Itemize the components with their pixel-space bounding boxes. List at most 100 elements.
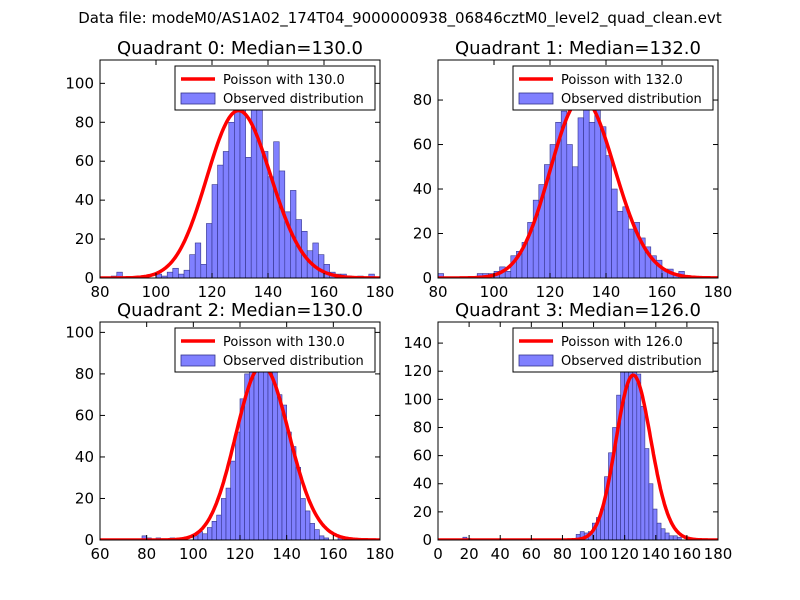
- histogram-bar: [368, 273, 375, 278]
- histogram-bar: [234, 92, 241, 278]
- x-tick-label: 140: [592, 283, 621, 301]
- x-tick-label: 140: [254, 283, 283, 301]
- y-tick-label: 20: [75, 489, 94, 507]
- y-tick-label: 40: [413, 180, 432, 198]
- axes-frame: [99, 59, 381, 279]
- y-tick-label: 0: [84, 269, 94, 287]
- histogram-bar: [305, 510, 311, 540]
- legend: Poisson with 130.0 Observed distribution: [174, 65, 376, 111]
- y-tick-label: 40: [413, 475, 432, 493]
- histogram-bar: [230, 460, 236, 540]
- y-tick-label: 40: [75, 191, 94, 209]
- histogram-bar: [256, 83, 263, 278]
- histogram-bar: [660, 528, 666, 540]
- histogram-bar: [194, 242, 202, 278]
- y-tick-label: 0: [422, 269, 432, 287]
- histogram-bar: [211, 184, 218, 278]
- chart-panel-3: 0 20 40 60 80 100 120 140 160 1800204060801001201…: [403, 300, 732, 563]
- y-tick-label: 100: [65, 74, 94, 92]
- histogram-bar: [312, 242, 319, 278]
- histogram-bar: [656, 522, 662, 540]
- histogram-bar: [262, 151, 269, 278]
- x-tick-label: 100: [142, 283, 171, 301]
- x-tick-label: 100: [579, 545, 608, 563]
- histogram-bar: [300, 498, 306, 540]
- chart-panel-0: 80 100 120 140 160 180 0 20 40 60 80 100 Quadrant 0:…: [65, 38, 394, 301]
- chart-title: Quadrant 0: Median=130.0: [117, 38, 363, 59]
- y-tick-label: 100: [65, 323, 94, 341]
- histogram-bar: [622, 206, 629, 278]
- x-tick-label: 160: [673, 545, 702, 563]
- x-tick-label: 80: [428, 283, 447, 301]
- y-tick-label: 80: [413, 418, 432, 436]
- x-tick-label: 80: [90, 283, 109, 301]
- histogram-bar: [600, 126, 607, 278]
- legend-label-observed: Observed distribution: [561, 354, 702, 369]
- histogram-bar: [172, 267, 179, 278]
- y-tick-label: 60: [75, 406, 94, 424]
- histogram-bar: [286, 431, 292, 540]
- histogram-bar: [668, 535, 674, 540]
- poisson-curve: [438, 373, 718, 540]
- histogram-bar: [504, 271, 512, 278]
- y-tick-label: 60: [413, 136, 432, 154]
- y-tick-label: 80: [75, 365, 94, 383]
- histogram-bar: [245, 157, 252, 278]
- legend-label-observed: Observed distribution: [561, 92, 702, 107]
- x-tick-label: 20: [460, 545, 479, 563]
- histogram-bar: [314, 529, 320, 540]
- histogram-bar: [577, 117, 584, 278]
- histogram-bar: [628, 228, 635, 278]
- y-tick-label: 0: [422, 531, 432, 549]
- y-tick-label: 120: [403, 362, 432, 380]
- y-tick-label: 100: [403, 390, 432, 408]
- histogram-bar: [566, 144, 573, 278]
- histogram-bar: [611, 188, 618, 278]
- legend: Poisson with 126.0 Observed distribution: [512, 327, 714, 373]
- histogram-bar: [225, 487, 231, 540]
- x-tick-label: 140: [641, 545, 670, 563]
- histogram-bar: [216, 514, 222, 540]
- histogram-bar: [228, 121, 235, 278]
- histogram-bar: [572, 166, 579, 278]
- x-tick-label: 160: [648, 283, 677, 301]
- figure-suptitle: Data file: modeM0/AS1A02_174T04_90000009…: [78, 9, 722, 28]
- histogram-bar: [189, 254, 196, 278]
- histogram-bar: [217, 164, 224, 278]
- histogram-bar: [207, 527, 213, 540]
- x-tick-label: 60: [90, 545, 109, 563]
- y-tick-label: 80: [413, 91, 432, 109]
- chart-title: Quadrant 3: Median=126.0: [455, 300, 701, 321]
- x-tick-label: 60: [522, 545, 541, 563]
- plot-area: [438, 338, 718, 540]
- histogram-bar: [211, 521, 217, 540]
- legend-label-poisson: Poisson with 126.0: [561, 335, 683, 350]
- x-tick-label: 100: [179, 545, 208, 563]
- histogram-bar: [222, 151, 230, 278]
- histogram-bar: [200, 264, 207, 278]
- histogram-bar: [166, 271, 174, 278]
- legend-label-poisson: Poisson with 130.0: [223, 335, 345, 350]
- histogram-bar: [221, 498, 227, 540]
- legend: Poisson with 130.0 Observed distribution: [174, 327, 376, 373]
- x-tick-label: 80: [553, 545, 572, 563]
- histogram-bar: [616, 210, 624, 278]
- y-tick-label: 60: [413, 447, 432, 465]
- chart-panel-2: 60 80 100 120 140 160 180 0 20 40 60 80 100 Quadrant …: [65, 300, 394, 563]
- histogram-bar: [277, 394, 283, 540]
- histogram-bar: [323, 537, 329, 540]
- chart-title: Quadrant 2: Median=130.0: [117, 300, 363, 321]
- legend-bar-swatch: [518, 354, 554, 367]
- y-tick-label: 140: [403, 334, 432, 352]
- histogram-bar: [438, 273, 444, 278]
- axes-frame: [437, 321, 719, 541]
- histogram-bar: [644, 448, 650, 540]
- y-tick-label: 40: [75, 448, 94, 466]
- y-tick-label: 80: [75, 113, 94, 131]
- y-tick-label: 0: [84, 531, 94, 549]
- legend-bar-swatch: [180, 354, 216, 367]
- histogram-bar: [309, 523, 315, 540]
- x-tick-label: 140: [272, 545, 301, 563]
- histogram-bar: [588, 121, 596, 278]
- x-tick-label: 80: [137, 545, 156, 563]
